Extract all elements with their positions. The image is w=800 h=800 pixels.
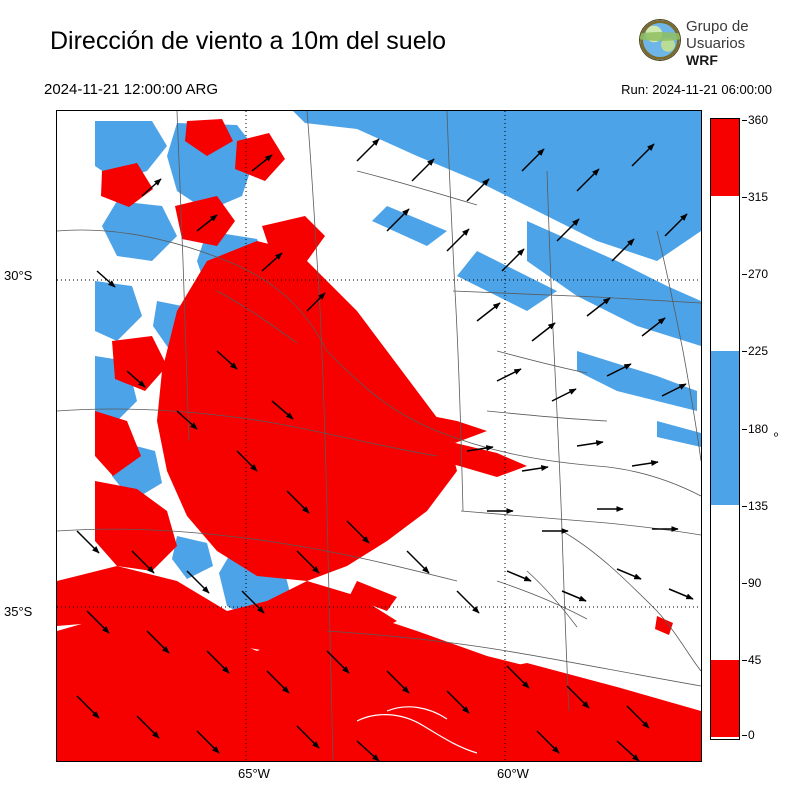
ytick-label-35S: 35°S	[4, 604, 33, 619]
xtick-label-60W: 60°W	[497, 766, 529, 781]
colorbar-segment-225-315	[711, 196, 739, 351]
colorbar-tick-315: 315	[748, 190, 769, 204]
direction-band-blue-west	[95, 121, 309, 623]
ytick-label-30S: 30°S	[4, 268, 33, 283]
colorbar-tick-180: 180	[748, 422, 769, 436]
logo-line-3: WRF	[686, 52, 718, 68]
colorbar-tick-0: 0	[748, 728, 755, 742]
colorbar-tick-labels: 360 315 270 225 180 135 90 45 0	[742, 113, 794, 742]
logo-line-1: Grupo de	[686, 18, 749, 35]
colorbar-tick-135: 135	[748, 499, 769, 513]
coastline-and-lakes	[356, 630, 698, 754]
colorbar-unit-label: º	[774, 431, 779, 443]
globe-icon	[640, 20, 680, 60]
map-canvas	[57, 111, 701, 761]
logo-line-2: Usuarios	[686, 35, 746, 52]
page-title: Dirección de viento a 10m del suelo	[50, 27, 447, 55]
colorbar-tick-45: 45	[748, 653, 762, 667]
xtick-label-65W: 65°W	[238, 766, 270, 781]
valid-time-label: 2024-11-21 12:00:00 ARG	[44, 81, 219, 98]
colorbar-tick-225: 225	[748, 344, 769, 358]
colorbar-tick-270: 270	[748, 267, 769, 281]
wrf-user-group-logo: Grupo de Usuarios WRF	[640, 16, 790, 72]
run-time-label: Run: 2024-11-21 06:00:00	[621, 82, 772, 97]
colorbar-tick-360: 360	[748, 113, 769, 127]
colorbar	[710, 118, 740, 740]
direction-band-red	[57, 119, 701, 761]
country-and-province-borders	[57, 111, 701, 761]
wind-direction-map	[56, 110, 702, 762]
direction-band-blue	[293, 111, 701, 447]
colorbar-segment-315-360	[711, 119, 739, 196]
colorbar-segment-45-135	[711, 505, 739, 660]
wind-direction-arrows	[76, 138, 694, 761]
graticule	[57, 111, 701, 761]
colorbar-tick-90: 90	[748, 576, 762, 590]
colorbar-segment-0-45	[711, 660, 739, 737]
colorbar-segment-135-225	[711, 351, 739, 505]
